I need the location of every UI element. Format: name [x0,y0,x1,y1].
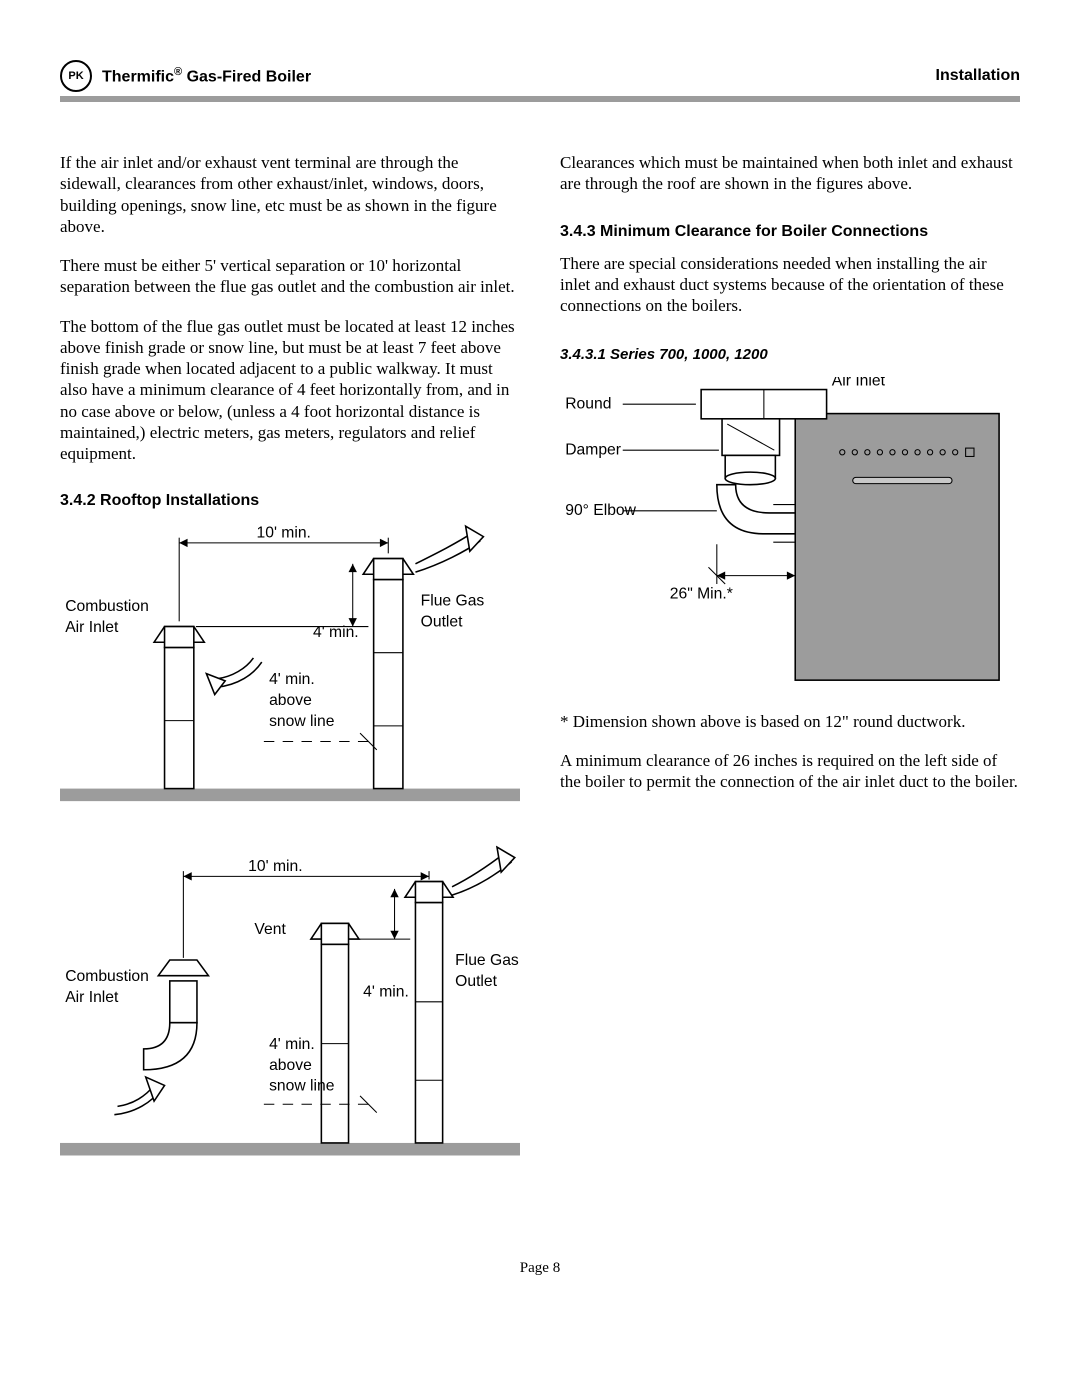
content-columns: If the air inlet and/or exhaust vent ter… [60,152,1020,1200]
para-roof-clearances: Clearances which must be maintained when… [560,152,1020,195]
label-damper: Damper [565,442,621,459]
label-outlet-b: Outlet [455,974,497,991]
registered-mark: ® [174,66,182,78]
label-outlet-a: Outlet [421,614,463,631]
page-number: Page 8 [60,1260,1020,1277]
label-26min: 26" Min.* [670,586,733,603]
para-sidewall: If the air inlet and/or exhaust vent ter… [60,152,520,237]
figure-rooftop-b: 10' min. 4' min. Vent Combustion Air Inl… [60,845,520,1180]
label-snow1-a: 4' min. [269,671,315,688]
heading-3431: 3.4.3.1 Series 700, 1000, 1200 [560,346,1020,363]
product-name: Thermific [102,68,174,85]
left-column: If the air inlet and/or exhaust vent ter… [60,152,520,1200]
label-vent: Vent [254,921,286,938]
label-snow1-b: 4' min. [269,1036,315,1053]
label-elbow: 90° Elbow [565,502,636,519]
label-4min-b: 4' min. [363,984,409,1001]
label-snow3-b: snow line [269,1078,335,1095]
label-airinlet-b: Air Inlet [65,989,119,1006]
rooftop-diagram-b-icon: 10' min. 4' min. Vent Combustion Air Inl… [60,845,520,1180]
heading-342: 3.4.2 Rooftop Installations [60,492,520,510]
label-snow2-a: above [269,692,312,709]
boiler-clearance-diagram-icon: Air Inlet Round Damper 90° Elbow 26" Min… [560,377,1020,691]
right-column: Clearances which must be maintained when… [560,152,1020,1200]
para-separation: There must be either 5' vertical separat… [60,255,520,298]
label-snow2-b: above [269,1057,312,1074]
para-flue-outlet: The bottom of the flue gas outlet must b… [60,316,520,465]
product-suffix: Gas-Fired Boiler [182,68,311,85]
para-note-ductwork: * Dimension shown above is based on 12" … [560,711,1020,732]
para-special: There are special considerations needed … [560,253,1020,317]
label-combustion-b: Combustion [65,968,149,985]
figure-rooftop-a: 10' min. 4' min. Combustion Air Inlet Fl… [60,522,520,825]
label-10min-a: 10' min. [257,525,311,542]
brand-logo-icon: PK [60,60,92,92]
label-combustion-a: Combustion [65,598,149,615]
label-10min-b: 10' min. [248,859,302,876]
logo-text: PK [68,70,83,82]
figure-boiler-clearance: Air Inlet Round Damper 90° Elbow 26" Min… [560,377,1020,691]
label-round: Round [565,396,611,413]
header-rule [60,96,1020,102]
label-airinlet-a: Air Inlet [65,619,119,636]
label-snow3-a: snow line [269,713,335,730]
label-fluegas-a: Flue Gas [421,593,485,610]
label-fluegas-b: Flue Gas [455,953,519,970]
header-product: Thermific® Gas-Fired Boiler [102,66,926,86]
rooftop-diagram-a-icon: 10' min. 4' min. Combustion Air Inlet Fl… [60,522,520,825]
label-4min-a: 4' min. [313,624,359,641]
page-header: PK Thermific® Gas-Fired Boiler Installat… [60,60,1020,92]
para-26in: A minimum clearance of 26 inches is requ… [560,750,1020,793]
label-air-inlet: Air Inlet [832,377,886,389]
heading-343: 3.4.3 Minimum Clearance for Boiler Conne… [560,223,1020,241]
header-section: Installation [936,67,1020,85]
